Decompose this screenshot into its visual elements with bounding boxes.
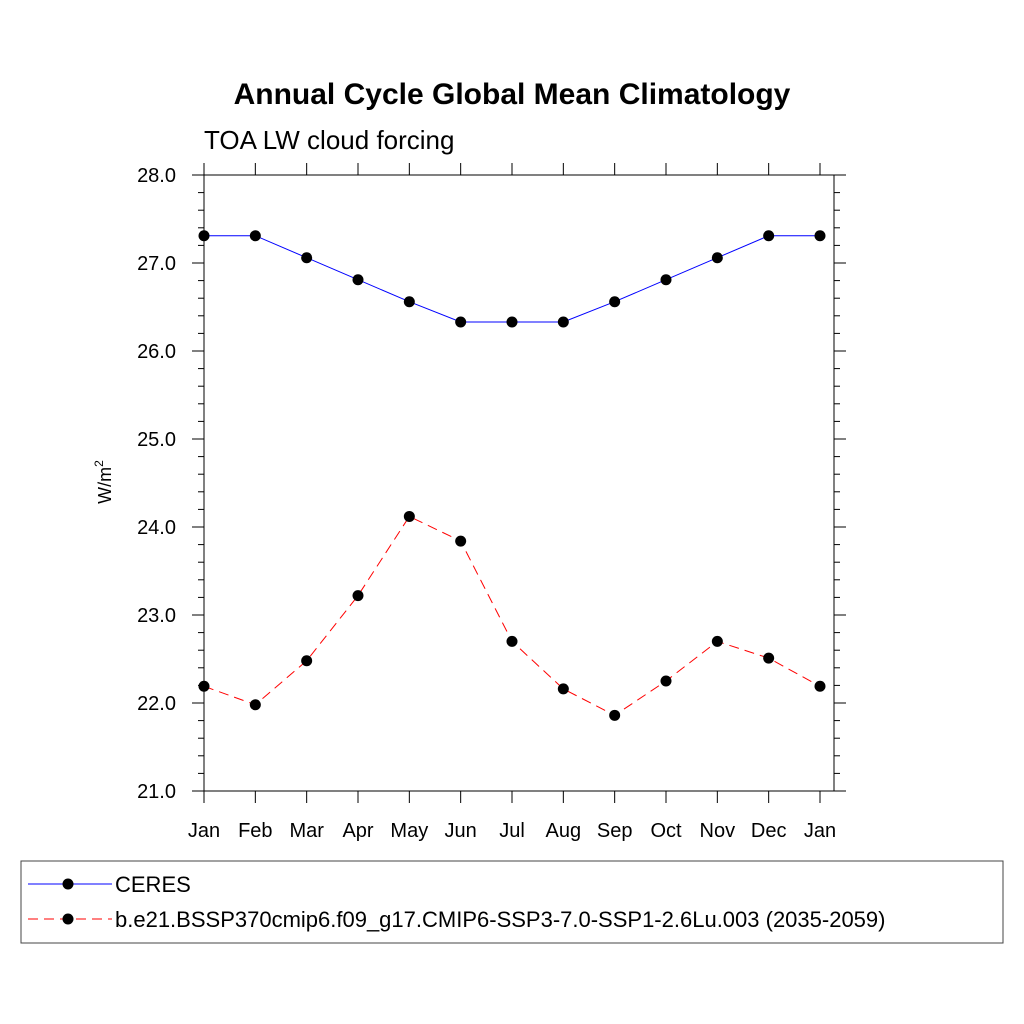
data-point xyxy=(763,230,775,242)
y-tick-label: 27.0 xyxy=(137,253,176,275)
y-tick-label: 26.0 xyxy=(137,341,176,363)
y-axis-label: W/m2 xyxy=(92,460,115,504)
chart-title: Annual Cycle Global Mean Climatology xyxy=(234,78,791,111)
legend-label-ceres: CERES xyxy=(115,872,191,897)
data-point xyxy=(660,274,672,286)
data-point xyxy=(506,635,518,647)
data-point xyxy=(403,510,415,522)
data-point xyxy=(301,252,313,264)
data-point xyxy=(814,680,826,692)
x-tick-label: Oct xyxy=(650,820,682,842)
data-point xyxy=(609,709,621,721)
legend-marker-ceres xyxy=(62,878,74,890)
y-axis-label-base: W/m xyxy=(95,467,115,504)
y-tick-label: 24.0 xyxy=(137,517,176,539)
data-point xyxy=(711,635,723,647)
data-point xyxy=(711,252,723,264)
series-layer xyxy=(198,230,826,721)
data-point xyxy=(609,296,621,308)
x-tick-label: May xyxy=(390,820,428,842)
data-point xyxy=(557,683,569,695)
series-line-0 xyxy=(204,235,820,323)
legend-marker-model xyxy=(62,913,74,925)
y-axis-label-superscript: 2 xyxy=(92,460,106,467)
data-point xyxy=(403,296,415,308)
axes: 21.0 22.0 23.0 24.0 25.0 26.0 27.0 28.0 Jan Feb Ma… xyxy=(137,163,846,842)
plot-frame xyxy=(203,174,835,792)
data-point xyxy=(660,675,672,687)
data-point xyxy=(301,655,313,667)
legend: CERES b.e21.BSSP370cmip6.f09_g17.CMIP6-S… xyxy=(20,860,1004,944)
x-tick-label: Mar xyxy=(289,820,324,842)
chart-subtitle: TOA LW cloud forcing xyxy=(204,125,454,155)
data-point xyxy=(249,699,261,711)
data-point xyxy=(455,535,467,547)
legend-box xyxy=(20,860,1004,944)
x-tick-label: Aug xyxy=(546,820,582,842)
data-point xyxy=(455,316,467,328)
x-tick-label: Jan xyxy=(188,820,220,842)
x-tick-label: Apr xyxy=(342,820,373,842)
data-point xyxy=(557,316,569,328)
y-tick-label: 25.0 xyxy=(137,429,176,451)
y-tick-label: 22.0 xyxy=(137,693,176,715)
x-tick-label: Dec xyxy=(751,820,787,842)
series-line-1 xyxy=(203,515,821,716)
data-point xyxy=(198,230,210,242)
data-point xyxy=(352,590,364,602)
x-tick-label: Jun xyxy=(445,820,477,842)
y-tick-label: 23.0 xyxy=(137,605,176,627)
data-point xyxy=(249,230,261,242)
data-point xyxy=(814,230,826,242)
x-tick-label: Feb xyxy=(238,820,272,842)
data-point xyxy=(506,316,518,328)
data-point xyxy=(198,680,210,692)
legend-label-model: b.e21.BSSP370cmip6.f09_g17.CMIP6-SSP3-7.… xyxy=(115,907,885,932)
y-tick-label: 21.0 xyxy=(137,781,176,803)
x-tick-label: Jul xyxy=(499,820,525,842)
data-point xyxy=(352,274,364,286)
x-tick-label: Sep xyxy=(597,820,633,842)
data-point xyxy=(763,652,775,664)
x-tick-label: Jan xyxy=(804,820,836,842)
x-tick-label: Nov xyxy=(700,820,736,842)
y-tick-label: 28.0 xyxy=(137,165,176,187)
